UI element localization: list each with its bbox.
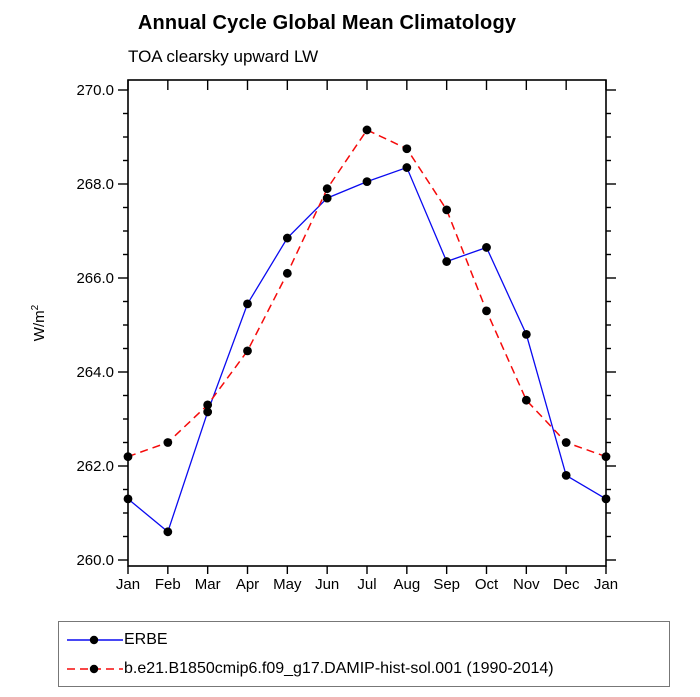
y-tick-label: 260.0 (76, 552, 114, 569)
legend-sample-dashed-line-icon (67, 664, 123, 673)
bottom-color-strip (0, 697, 700, 700)
data-point-model (561, 438, 571, 447)
y-tick-label: 270.0 (76, 82, 114, 99)
y-tick-label: 264.0 (76, 364, 114, 381)
data-point-erbe (163, 527, 173, 537)
x-tick-label: Jun (315, 576, 339, 593)
data-point-model (521, 395, 531, 405)
data-point-model (402, 144, 412, 154)
x-tick-label: Jul (357, 576, 376, 593)
data-point-model (282, 268, 292, 278)
data-point-erbe (521, 330, 531, 339)
data-point-erbe (282, 233, 292, 243)
data-point-erbe (362, 177, 372, 187)
legend-label-erbe: ERBE (124, 630, 168, 648)
data-point-model (442, 205, 452, 215)
data-point-model (362, 125, 372, 135)
chart-title: Annual Cycle Global Mean Climatology (137, 12, 517, 34)
x-tick-label: Nov (513, 576, 540, 593)
data-point-erbe (203, 407, 213, 417)
x-tick-label: Sep (433, 576, 460, 593)
series-line-erbe (127, 166, 607, 533)
data-point-erbe (442, 257, 452, 266)
data-point-model (243, 346, 252, 356)
data-point-model (203, 400, 213, 410)
legend-item-model: b.e21.B1850cmip6.f09_g17.DAMIP-hist-sol.… (66, 656, 669, 682)
data-point-model (322, 184, 332, 194)
legend-item-erbe: ERBE (66, 627, 669, 653)
data-point-erbe (123, 494, 133, 504)
x-tick-label: Mar (195, 576, 221, 593)
x-tick-label: Dec (553, 576, 580, 593)
x-tick-label: Aug (393, 576, 420, 593)
data-point-erbe (243, 299, 252, 309)
y-tick-label: 266.0 (76, 270, 114, 287)
data-point-model (163, 438, 173, 447)
data-point-model (601, 452, 611, 461)
x-tick-label: Oct (475, 576, 499, 593)
x-tick-label: May (273, 576, 302, 593)
x-tick-label: Feb (155, 576, 181, 593)
x-tick-label: Jan (594, 576, 618, 593)
x-tick-label: Apr (236, 576, 259, 593)
chart-subtitle: TOA clearsky upward LW (128, 47, 319, 66)
data-point-erbe (322, 193, 332, 203)
legend-label-model: b.e21.B1850cmip6.f09_g17.DAMIP-hist-sol.… (124, 659, 554, 677)
y-tick-label: 262.0 (76, 458, 114, 475)
data-point-model (482, 306, 491, 316)
legend-sample-solid-line-icon (67, 635, 123, 644)
data-point-model (123, 452, 133, 461)
plot-frame (127, 79, 607, 567)
data-point-erbe (561, 471, 571, 480)
x-tick-label: Jan (116, 576, 140, 593)
data-point-erbe (601, 494, 611, 504)
data-point-erbe (482, 243, 491, 252)
legend: ERBE b.e21.B1850cmip6.f09_g17.DAMIP-hist… (58, 621, 670, 687)
y-tick-label: 268.0 (76, 176, 114, 193)
data-point-erbe (402, 163, 412, 172)
